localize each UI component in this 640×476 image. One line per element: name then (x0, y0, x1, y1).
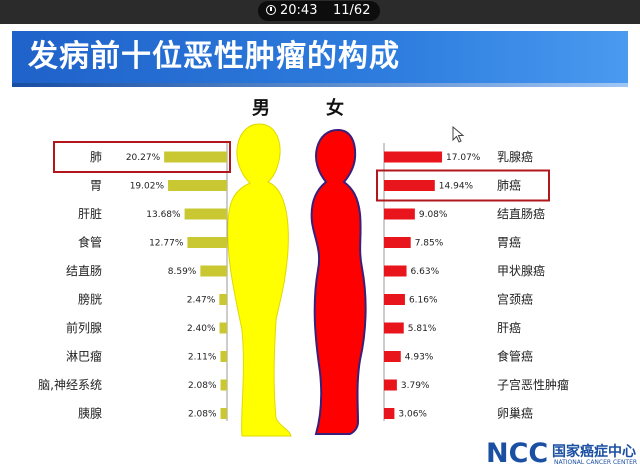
female-value-label: 3.06% (398, 410, 427, 420)
female-value-label: 6.63% (411, 267, 440, 277)
male-bar (184, 208, 227, 220)
female-category-label: 胃癌 (497, 235, 521, 250)
female-value-label: 3.79% (401, 381, 430, 391)
female-category-label: 乳腺癌 (497, 149, 533, 164)
female-bar (384, 180, 435, 191)
female-bar (384, 237, 411, 248)
female-value-label: 4.93% (405, 353, 434, 363)
female-bars: 17.07% 乳腺癌 14.94% 肺癌 9.08% 结直肠癌 7.85% 胃癌 6.63% 甲状… (376, 149, 569, 421)
male-value-label: 2.47% (187, 296, 216, 306)
male-value-label: 2.08% (188, 410, 217, 420)
logo-name-cn: 国家癌症中心 (552, 444, 636, 460)
female-category-label: 宫颈癌 (497, 292, 533, 307)
status-time: 20:43 (280, 3, 318, 18)
male-bar (219, 322, 227, 334)
male-value-label: 13.68% (146, 210, 181, 220)
male-bars: 肺 20.27% 胃 19.02% 肝脏 13.68% 食管 12.77% 结直肠 8.59% 膀胱… (38, 141, 231, 421)
female-category-label: 卵巢癌 (497, 406, 533, 421)
female-bar (384, 208, 415, 220)
female-category-label: 肺癌 (497, 178, 521, 193)
female-value-label: 9.08% (419, 210, 448, 220)
male-bar (187, 237, 227, 248)
male-value-label: 20.27% (126, 153, 161, 163)
male-bar (219, 294, 227, 305)
male-highlight-box (53, 141, 231, 173)
female-bar (384, 351, 401, 362)
male-value-label: 19.02% (130, 182, 165, 192)
female-value-label: 6.16% (409, 296, 438, 306)
logo-mark: NCC (486, 438, 549, 469)
female-category-label: 肝癌 (497, 320, 521, 335)
female-highlight-box (376, 169, 550, 202)
male-value-label: 2.08% (188, 381, 217, 391)
male-value-label: 8.59% (168, 267, 197, 277)
male-category-label: 胃 (90, 179, 102, 193)
female-bar (384, 151, 443, 163)
male-category-label: 食管 (78, 235, 102, 250)
male-category-label: 膀胱 (78, 292, 102, 307)
clock-icon (266, 5, 276, 15)
male-label: 男 (252, 98, 270, 119)
logo-name-en: NATIONAL CANCER CENTER (554, 459, 638, 466)
female-value-label: 7.85% (415, 239, 444, 249)
page-title: 发病前十位恶性肿瘤的构成 (28, 39, 400, 74)
female-bar (384, 265, 407, 277)
male-bar (220, 408, 227, 419)
status-bar: 20:43 11/62 (0, 0, 640, 24)
male-category-label: 脑,神经系统 (38, 378, 102, 392)
male-bar (168, 180, 227, 191)
female-bar (384, 294, 405, 305)
female-bar (384, 322, 404, 334)
female-category-label: 甲状腺癌 (497, 263, 545, 278)
page-counter: 11/62 (333, 3, 371, 18)
male-category-label: 前列腺 (66, 320, 102, 335)
male-category-label: 结直肠 (66, 264, 102, 278)
female-silhouette (310, 128, 367, 435)
male-category-label: 胰腺 (78, 407, 102, 421)
female-value-label: 17.07% (446, 153, 481, 163)
mouse-cursor-icon (452, 126, 465, 143)
male-bar (220, 351, 227, 362)
male-bar (220, 379, 227, 391)
status-pill: 20:43 11/62 (258, 1, 380, 21)
ncc-logo: NCC 国家癌症中心 NATIONAL CANCER CENTER (486, 438, 638, 472)
male-value-label: 12.77% (149, 239, 184, 249)
female-bar (384, 408, 395, 419)
male-bar (164, 151, 227, 163)
female-category-label: 子宫恶性肿瘤 (497, 377, 569, 392)
male-value-label: 2.40% (187, 324, 216, 334)
female-label: 女 (326, 98, 344, 119)
female-value-label: 5.81% (408, 324, 437, 334)
male-category-label: 肝脏 (78, 206, 102, 221)
male-category-label: 淋巴瘤 (66, 349, 102, 364)
female-bar (384, 379, 397, 391)
female-category-label: 食管癌 (497, 349, 533, 364)
female-value-label: 14.94% (439, 182, 474, 192)
male-category-label: 肺 (90, 150, 102, 164)
male-silhouette (227, 123, 292, 437)
male-bar (200, 265, 227, 277)
female-category-label: 结直肠癌 (497, 206, 545, 221)
male-value-label: 2.11% (188, 353, 217, 363)
title-banner: 发病前十位恶性肿瘤的构成 (12, 31, 628, 87)
